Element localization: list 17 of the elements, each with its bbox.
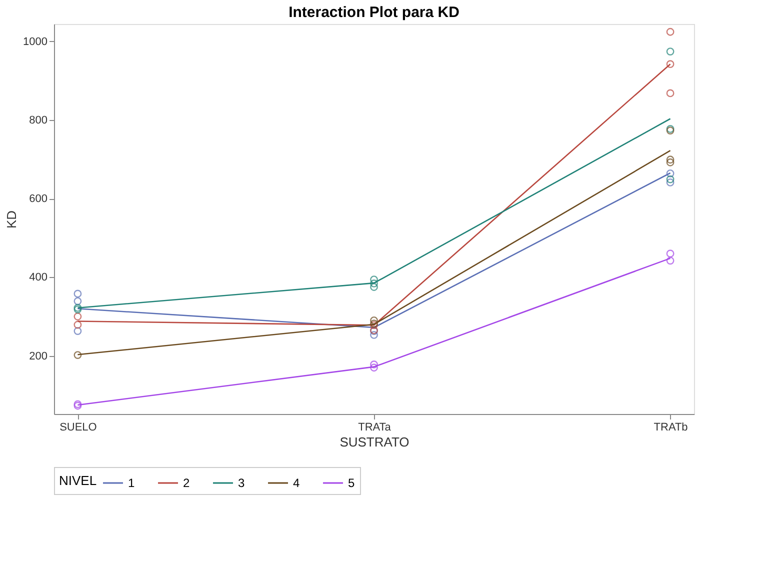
y-tick-label: 200: [29, 350, 48, 362]
x-tick-label: SUELO: [60, 422, 98, 434]
legend-label: 2: [183, 476, 190, 490]
legend-label: 4: [293, 476, 300, 490]
x-axis-title: SUSTRATO: [340, 434, 410, 450]
legend-label: 3: [238, 476, 245, 490]
chart-title: Interaction Plot para KD: [288, 4, 460, 21]
y-tick-label: 1000: [23, 36, 48, 48]
y-tick-label: 400: [29, 272, 48, 284]
legend-title: NIVEL: [59, 473, 97, 488]
y-tick-label: 600: [29, 193, 48, 206]
legend-label: 1: [128, 476, 135, 490]
legend-label: 5: [348, 476, 355, 490]
y-axis-title: KD: [4, 210, 20, 229]
y-tick-label: 800: [29, 114, 48, 126]
x-tick-label: TRATb: [654, 422, 688, 434]
x-tick-label: TRATa: [358, 422, 392, 434]
